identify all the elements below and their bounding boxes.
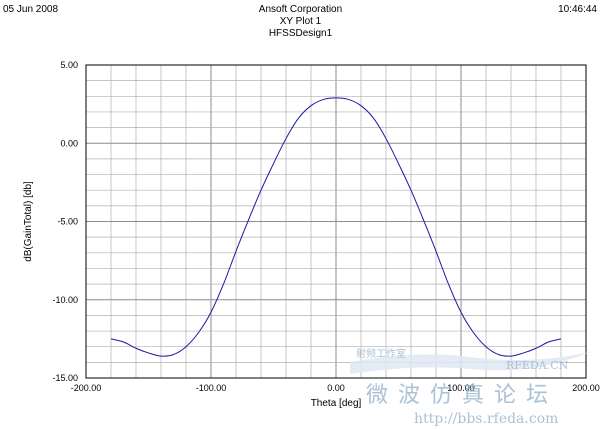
watermark-site: RFEDA.CN: [506, 359, 569, 372]
x-tick-label: 0.00: [327, 383, 345, 393]
x-tick-label: 100.00: [447, 383, 475, 393]
x-tick-label: -100.00: [196, 383, 227, 393]
x-tick-label: -200.00: [71, 383, 102, 393]
plot-frame: [85, 64, 587, 379]
watermark-url: http://bbs.rfeda.com: [414, 411, 558, 427]
y-tick-label: -15.00: [52, 373, 78, 383]
y-tick-labels: 5.00 0.00 -5.00 -10.00 -15.00: [52, 60, 78, 383]
x-axis-label: Theta [deg]: [311, 398, 362, 409]
watermark-cn-title: 微波仿真论坛: [366, 383, 558, 408]
design-name: HFSSDesign1: [268, 28, 333, 39]
watermark: 射频工作室 RFEDA.CN 微波仿真论坛 http://bbs.rfeda.c…: [350, 347, 590, 427]
watermark-cn-small: 射频工作室: [356, 347, 406, 360]
y-tick-label: 0.00: [60, 138, 78, 148]
title-block: Ansoft Corporation XY Plot 1 HFSSDesign1: [0, 4, 601, 40]
watermark-swoosh: [350, 352, 590, 374]
y-tick-label: -10.00: [52, 295, 78, 305]
plot-date: 05 Jun 2008: [3, 4, 59, 15]
y-tick-label: -5.00: [57, 217, 78, 227]
y-tick-label: 5.00: [60, 60, 78, 70]
gain-curve: [110, 97, 562, 357]
plot-grid: [86, 65, 586, 378]
company-name: Ansoft Corporation: [258, 4, 343, 15]
x-tick-label: 200.00: [572, 383, 600, 393]
x-tick-labels: -200.00 -100.00 0.00 100.00 200.00: [71, 383, 600, 393]
plot-time: 10:46:44: [558, 4, 597, 15]
plot-title: XY Plot 1: [279, 16, 322, 27]
y-axis-label: dB(GainTotal) [db]: [23, 181, 34, 262]
